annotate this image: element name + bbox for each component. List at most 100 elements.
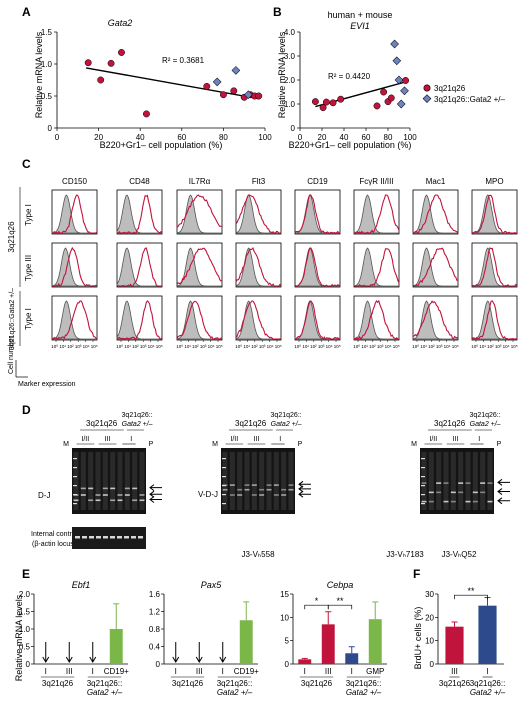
data-point-diamond [392, 56, 402, 66]
data-point-circle [230, 87, 238, 95]
actin-band [103, 536, 108, 539]
below-detection-arrow [195, 642, 203, 663]
data-point-diamond [212, 77, 222, 87]
gel-lane [266, 452, 272, 510]
gel-lane [244, 452, 250, 510]
panel-b-title2: EVI1 [350, 21, 370, 31]
gel-band [472, 491, 478, 494]
histogram-control-fill [176, 247, 222, 287]
group-label: Gata2 +/– [470, 688, 506, 697]
x-tick-label: 100 [403, 133, 417, 142]
y-tick-label: 1.0 [284, 100, 296, 109]
histogram-sample-curve [52, 246, 98, 287]
gel-sublabel-1: J3-Vₕ558 [241, 550, 275, 559]
ladder-band [421, 494, 425, 496]
chart-title: Pax5 [201, 580, 223, 590]
data-point-circle [255, 92, 263, 100]
gel-band [458, 482, 464, 484]
x-tick-label: 60 [177, 133, 186, 142]
ladder-band [421, 503, 425, 505]
lane-label-2: III [105, 436, 111, 443]
category-label: III [66, 667, 73, 676]
gel-band [487, 482, 493, 484]
legend-marker-circle [423, 84, 431, 92]
panel-f-label: F [413, 567, 420, 581]
lane-label-1: I/II [429, 436, 437, 443]
gel-lane [421, 452, 427, 510]
gel-band [450, 491, 456, 494]
y-tick-label: 1.5 [19, 608, 31, 617]
group1-label: 3q21q26 [7, 221, 16, 253]
category-label: I [175, 667, 177, 676]
bar [445, 626, 464, 664]
y-tick-label: 5 [285, 637, 290, 646]
y-tick-label: 1.0 [19, 625, 31, 634]
gel-band [288, 484, 294, 486]
data-point-circle [322, 98, 330, 106]
actin-band [75, 536, 80, 539]
gel-band [222, 488, 228, 491]
gel-band [95, 494, 101, 496]
histogram-sample-curve [412, 194, 459, 234]
panel-b: B human + mouse EVI1 0 1.0 2.0 3.0 4.0 0 20 40 6… [273, 5, 506, 150]
gel-lane [436, 452, 442, 510]
histogram-sample-curve [412, 247, 459, 287]
gel-lane [110, 452, 116, 510]
actin-band [124, 536, 129, 539]
row-label-1: Type I [24, 204, 33, 226]
y-tick-label: 2.0 [19, 590, 31, 599]
data-point-circle [373, 102, 381, 110]
data-point-diamond [231, 66, 241, 75]
group-label: 3q21q26 [301, 679, 333, 688]
panel-b-label: B [273, 5, 282, 19]
data-point-circle [142, 110, 150, 118]
lane-label-2: III [254, 436, 260, 443]
gel-band [110, 487, 116, 490]
gel-band [124, 487, 130, 490]
panel-a-r2: R² = 0.3681 [162, 56, 205, 65]
data-point-circle [387, 94, 395, 102]
panel-a-axes: 0 0.5 1.0 1.5 0 20 40 60 80 100 [41, 28, 272, 142]
y-tick-label: 10 [425, 637, 434, 646]
gel-band [102, 494, 108, 496]
gel-lane [259, 452, 265, 510]
gel-band [443, 482, 449, 484]
gel-lane [237, 452, 243, 510]
lane-label-3: I [478, 436, 480, 443]
histogram-control-fill [116, 300, 162, 340]
significance-label: * [315, 596, 319, 606]
data-point-circle [402, 77, 410, 84]
gel-lane [102, 452, 108, 510]
row-label-vdj: V-D-J [198, 490, 218, 499]
gel-header-group-b2: Gata2 +/– [470, 421, 501, 428]
histogram-sample-curve [52, 194, 98, 234]
below-detection-arrow [42, 642, 50, 663]
panel-d-label: D [22, 403, 31, 417]
data-point-circle [329, 99, 337, 107]
panel-f-ylabel: BrdU+ cells (%) [413, 607, 423, 670]
gel-band [465, 482, 471, 484]
gel-band [237, 494, 243, 496]
legend-label-1: 3q21q26 [434, 84, 466, 93]
gel-band [139, 494, 145, 496]
category-label: I [304, 667, 306, 676]
marker-header: Flt3 [252, 177, 266, 186]
legend-marker-diamond [422, 94, 432, 103]
gel-band [273, 484, 279, 486]
data-point-circle [219, 91, 227, 99]
x-tick-label: 0 [298, 133, 303, 142]
group-label: 3q21q26:: [87, 679, 123, 688]
histogram-control-fill [353, 300, 399, 340]
data-point-diamond [394, 75, 404, 85]
gel-lane [458, 452, 464, 510]
gel-band [436, 482, 442, 484]
gel-lane [117, 452, 123, 510]
actin-band [96, 536, 101, 539]
gel-band [80, 494, 86, 496]
group-label: 3q21q26 [42, 679, 74, 688]
panel-e-label: E [22, 567, 30, 581]
y-tick-label: 0 [291, 124, 296, 133]
internal-control-1: Internal control [31, 531, 78, 538]
y-tick-label: 1.2 [149, 608, 161, 617]
